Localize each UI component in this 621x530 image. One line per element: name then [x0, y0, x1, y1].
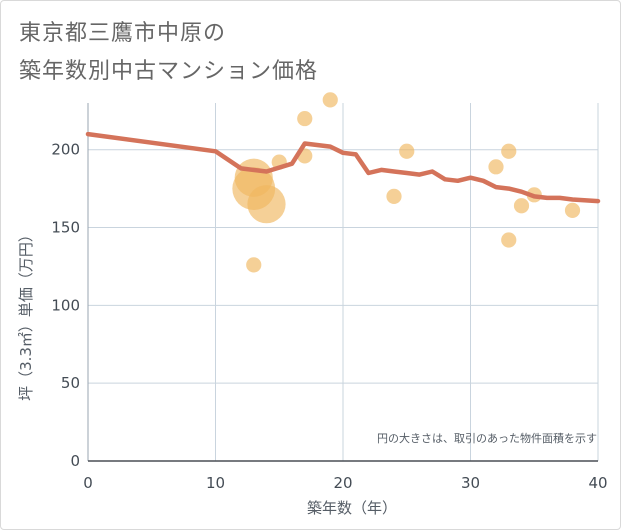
data-bubble — [501, 143, 517, 159]
y-tick-label: 200 — [51, 141, 80, 159]
axis-ticks: 0 10 20 30 40 0 50 100 150 200 — [51, 141, 607, 492]
y-axis-label: 坪（3.3㎡）単価（万円） — [17, 227, 35, 401]
x-axis-label: 築年数（年） — [307, 499, 397, 517]
x-tick-label: 30 — [461, 474, 480, 492]
chart-title-line-2: 築年数別中古マンション価格 — [19, 59, 319, 84]
grid — [87, 103, 599, 462]
data-bubble — [246, 257, 262, 273]
data-bubble — [513, 198, 530, 214]
data-bubble — [488, 159, 504, 175]
data-bubble — [297, 110, 313, 127]
x-tick-label: 10 — [206, 474, 225, 492]
y-tick-label: 0 — [70, 452, 80, 470]
chart-title-line-1: 東京都三鷹市中原の — [19, 21, 227, 46]
x-tick-label: 20 — [333, 474, 352, 492]
size-annotation: 円の大きさは、取引のあった物件面積を示す — [377, 431, 597, 445]
y-tick-label: 100 — [51, 296, 80, 314]
data-bubble — [386, 188, 402, 204]
bubbles — [232, 92, 581, 273]
data-bubble — [322, 92, 338, 108]
x-tick-label: 40 — [588, 474, 607, 492]
data-bubble — [399, 143, 415, 159]
y-tick-label: 50 — [61, 374, 80, 392]
x-tick-label: 0 — [83, 474, 93, 492]
data-bubble — [501, 232, 517, 248]
average-price-line — [85, 131, 601, 204]
trend-line — [85, 131, 601, 204]
y-tick-label: 150 — [51, 219, 80, 237]
data-bubble — [564, 202, 581, 218]
data-bubble — [247, 185, 286, 224]
